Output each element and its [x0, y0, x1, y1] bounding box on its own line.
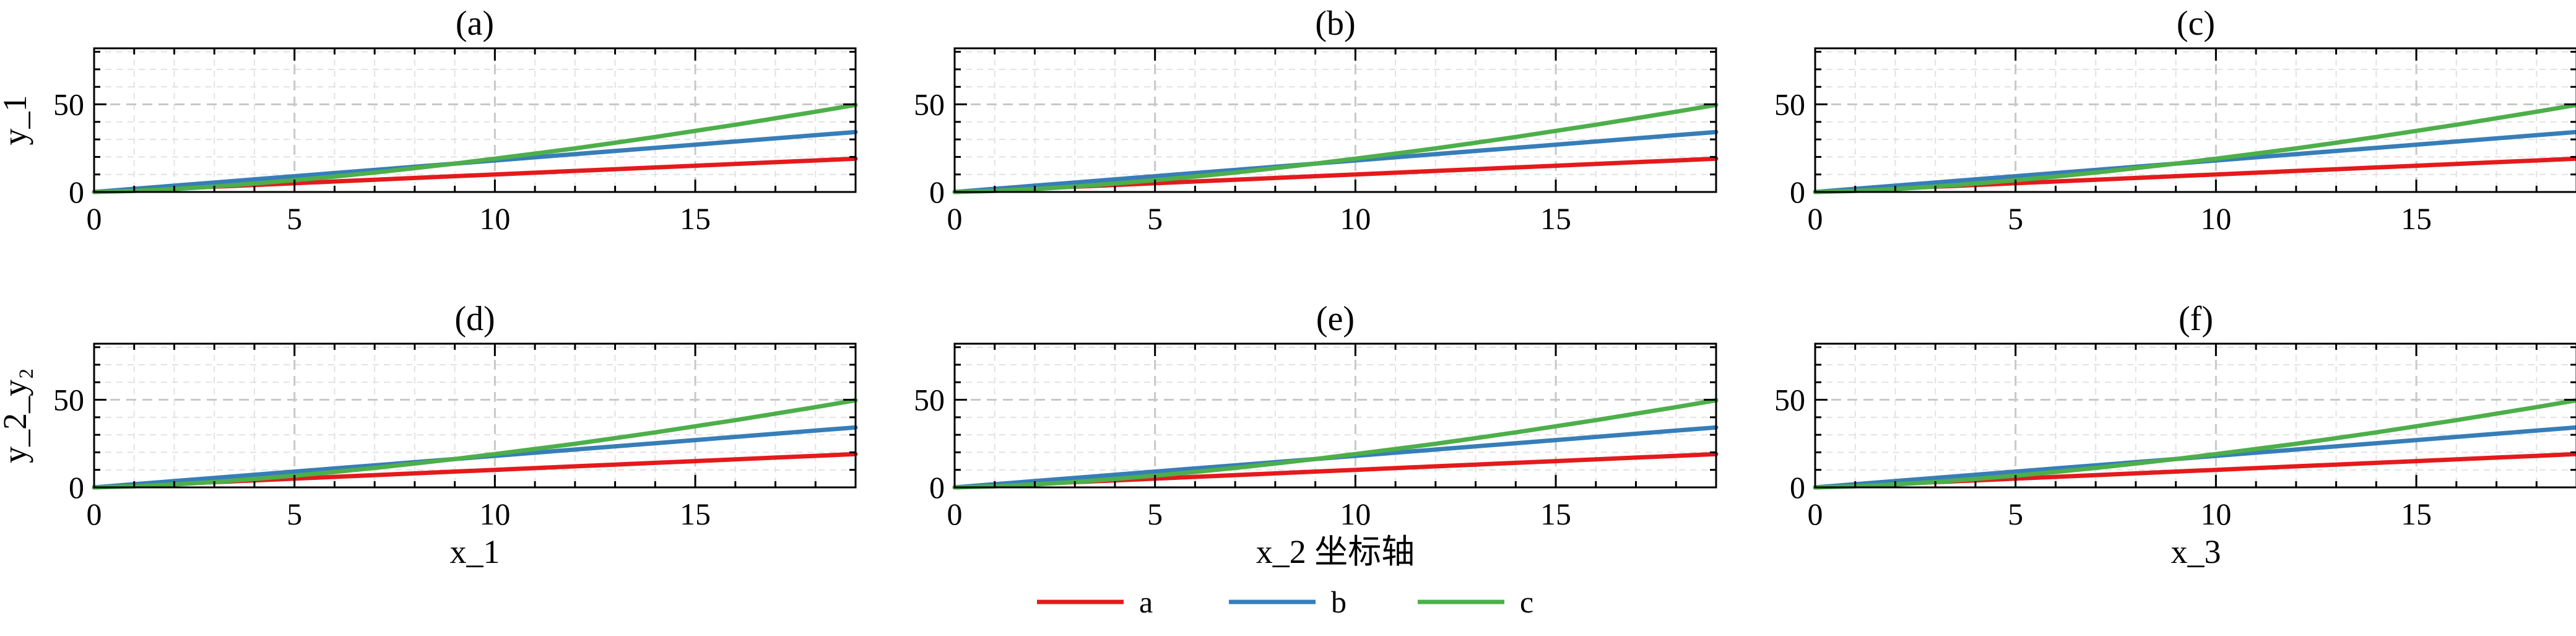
x-tick-label: 0: [1808, 201, 1823, 236]
x-tick-label: 15: [1540, 497, 1571, 531]
x-tick-label: 10: [2200, 201, 2231, 236]
x-tick-label: 0: [947, 497, 963, 531]
subplot-title: (e): [1316, 300, 1355, 338]
x-tick-label: 10: [1340, 497, 1371, 531]
y-tick-label: 50: [53, 383, 84, 417]
plot-frame: [953, 47, 1717, 193]
legend-label-a: a: [1139, 585, 1153, 619]
subplot-title: (f): [2179, 300, 2213, 338]
y-tick-label: 50: [1774, 87, 1805, 122]
x-tick-label: 5: [2008, 497, 2023, 531]
subplot: 0 5 10 15 0 50 (e) x_2 坐标轴: [914, 300, 1719, 570]
x-tick-label: 0: [947, 201, 963, 236]
subplot-title: (b): [1315, 4, 1355, 43]
x-tick-label: 5: [287, 201, 302, 236]
x-axis-label: x_1: [450, 533, 500, 570]
legend-label-b: b: [1331, 585, 1347, 619]
y-tick-label: 0: [1790, 175, 1805, 209]
series-line-c: [952, 398, 1719, 490]
x-tick-label: 10: [2200, 497, 2231, 531]
x-tick-label: 5: [287, 497, 302, 531]
y-tick-label: 50: [1774, 383, 1805, 417]
x-tick-label: 15: [680, 497, 711, 531]
plot-frame: [1814, 342, 2576, 489]
x-tick-label: 5: [1147, 497, 1163, 531]
x-tick-label: 0: [87, 201, 102, 236]
series-line-c: [92, 102, 858, 194]
x-tick-label: 0: [87, 497, 102, 531]
y-tick-label: 50: [914, 87, 945, 122]
subplot-title: (a): [456, 4, 494, 43]
x-tick-label: 0: [1808, 497, 1823, 531]
y-tick-label: 50: [53, 87, 84, 122]
x-tick-label: 10: [479, 497, 510, 531]
subplot: 0 5 10 15 0 50 (f) x_3: [1774, 300, 2576, 570]
x-tick-label: 15: [680, 201, 711, 236]
x-tick-label: 15: [1540, 201, 1571, 236]
x-tick-label: 15: [2401, 497, 2432, 531]
subplot: 0 5 10 15 0 50 (a) y_1: [0, 4, 858, 236]
plot-frame: [953, 342, 1717, 489]
series-line-c: [1813, 398, 2576, 490]
series-line-c: [1813, 103, 2576, 194]
x-tick-label: 5: [2008, 201, 2023, 236]
subplot: 0 5 10 15 0 50 (c): [1774, 4, 2576, 236]
subplot-title: (d): [454, 300, 495, 338]
series-line-c: [92, 398, 858, 490]
series-line-c: [952, 102, 1719, 194]
x-axis-label: x_3: [2171, 533, 2221, 570]
subplot: 0 5 10 15 0 50 (d) x_1 y_2_y₂: [0, 300, 858, 570]
x-tick-label: 15: [2401, 201, 2432, 236]
plot-frame: [1814, 47, 2576, 193]
y-tick-label: 0: [1790, 470, 1805, 505]
y-tick-label: 0: [929, 470, 945, 505]
x-axis-label: x_2 坐标轴: [1256, 533, 1415, 570]
legend-label-c: c: [1520, 585, 1533, 619]
y-axis-label: y_2_y₂: [0, 368, 33, 463]
legend: a b c: [1037, 585, 1533, 619]
x-tick-label: 10: [479, 201, 510, 236]
y-tick-label: 0: [69, 470, 84, 505]
x-tick-label: 5: [1147, 201, 1163, 236]
subplot: 0 5 10 15 0 50 (b): [914, 4, 1719, 236]
plot-frame: [93, 47, 857, 193]
y-tick-label: 0: [929, 175, 945, 209]
y-tick-label: 0: [69, 175, 84, 209]
plot-frame: [93, 342, 857, 489]
y-tick-label: 50: [914, 383, 945, 417]
y-axis-label: y_1: [0, 95, 33, 146]
x-tick-label: 10: [1340, 201, 1371, 236]
subplot-title: (c): [2177, 4, 2215, 43]
